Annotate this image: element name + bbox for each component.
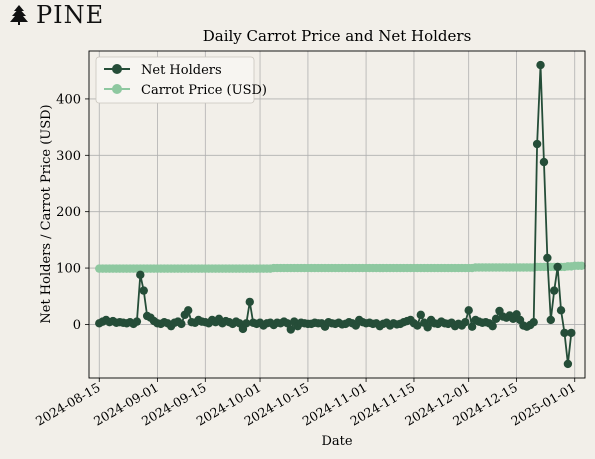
x-axis: 2024-08-152024-09-012024-09-152024-10-01… <box>33 378 578 429</box>
data-point-net-holders <box>529 317 538 327</box>
data-point-net-holders <box>177 319 186 329</box>
y-tick-label: 0 <box>73 318 81 333</box>
data-point-net-holders <box>532 139 542 149</box>
legend-marker-carrot-price <box>112 84 122 94</box>
x-axis-label: Date <box>321 434 352 449</box>
y-tick-label: 100 <box>56 262 81 277</box>
data-point-net-holders <box>416 310 426 320</box>
data-point-net-holders <box>560 328 569 338</box>
data-point-carrot-price-usd <box>577 261 586 271</box>
data-point-net-holders <box>423 323 432 332</box>
y-axis: 0 100 200 300 400 <box>56 92 89 333</box>
x-tick-label: 2025-01-01 <box>508 380 578 429</box>
pine-tree-icon <box>10 5 28 25</box>
data-point-net-holders <box>567 328 576 338</box>
y-tick-label: 400 <box>56 92 81 107</box>
data-point-net-holders <box>553 262 562 272</box>
legend-box <box>95 56 255 104</box>
data-point-net-holders <box>550 286 559 295</box>
data-point-net-holders <box>184 306 193 315</box>
legend-label-net-holders: Net Holders <box>141 63 222 78</box>
brand-name: PINE <box>36 1 105 29</box>
legend-label-carrot-price: Carrot Price (USD) <box>141 83 267 98</box>
data-point-net-holders <box>139 286 148 295</box>
data-point-net-holders <box>283 319 292 328</box>
plot-frame <box>88 50 586 379</box>
legend-marker-net-holders <box>112 64 122 74</box>
data-point-net-holders <box>556 306 566 315</box>
data-point-net-holders <box>536 60 545 70</box>
data-point-net-holders <box>413 321 422 330</box>
data-point-net-holders <box>467 322 477 331</box>
y-tick-label: 300 <box>56 149 81 164</box>
x-tick-label: 2024-08-15 <box>33 380 103 429</box>
data-point-net-holders <box>546 315 555 325</box>
data-point-net-holders <box>136 270 145 280</box>
series-layer <box>95 60 586 369</box>
data-point-net-holders <box>491 314 501 323</box>
data-point-net-holders <box>461 317 470 327</box>
data-point-net-holders <box>543 253 552 263</box>
data-point-net-holders <box>245 297 254 307</box>
data-point-net-holders <box>132 317 142 326</box>
data-point-net-holders <box>242 319 251 328</box>
data-point-net-holders <box>464 306 473 315</box>
y-axis-label: Net Holders / Carrot Price (USD) <box>39 104 54 323</box>
data-point-net-holders <box>539 157 549 167</box>
data-point-net-holders <box>563 359 573 369</box>
chart-title: Daily Carrot Price and Net Holders <box>203 27 472 45</box>
series-net-holders <box>95 60 576 369</box>
data-point-net-holders <box>488 321 497 331</box>
brand-logo: PINE <box>8 1 105 29</box>
series-carrot-price-usd <box>95 261 586 273</box>
y-tick-label: 200 <box>56 205 81 220</box>
data-point-net-holders <box>286 325 296 334</box>
legend: Net Holders Carrot Price (USD) <box>95 56 267 104</box>
